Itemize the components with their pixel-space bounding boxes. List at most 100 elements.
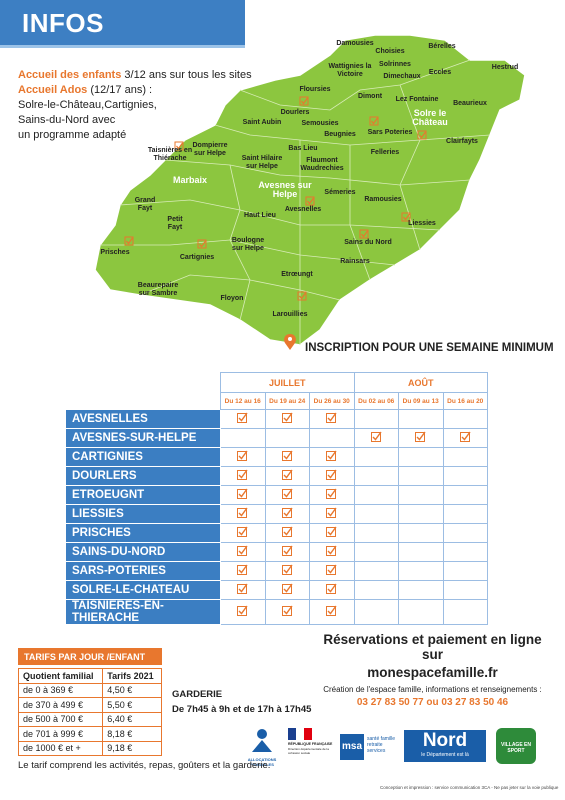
check-mark <box>281 467 293 484</box>
blank-cell <box>66 373 221 393</box>
tarifs-row: de 1000 € et +9,18 € <box>17 740 162 756</box>
intro-text: (12/17 ans) : <box>90 84 153 96</box>
check-mark <box>281 581 293 598</box>
site-row: LIESSIES <box>65 504 488 524</box>
map-place: Bas Lieu <box>288 145 318 152</box>
check-mark <box>237 467 248 484</box>
check-mark <box>326 467 337 484</box>
reservation-site[interactable]: monespacefamille.fr <box>367 665 498 680</box>
week-cell <box>220 561 266 581</box>
tarif-price: 5,50 € <box>102 697 162 713</box>
check-mark <box>237 603 248 620</box>
commune-borders <box>100 59 491 345</box>
site-name: AVESNES-SUR-HELPE <box>65 428 221 448</box>
week-cell <box>264 580 310 600</box>
week-cell <box>309 561 355 581</box>
map-checkbox <box>305 196 315 206</box>
inscription-note: INSCRIPTION POUR UNE SEMAINE MINIMUM <box>305 342 554 354</box>
check-mark <box>370 429 382 446</box>
week-header: Du 19 au 24 <box>264 392 310 410</box>
map-place: Ramousies <box>364 196 402 203</box>
map-place: Larouillies <box>272 311 308 318</box>
week-cell <box>353 485 399 505</box>
week-cell <box>220 580 266 600</box>
map-checkbox <box>401 212 411 222</box>
map-checkbox <box>124 236 134 246</box>
intro-text: 3/12 ans sur tous les sites <box>124 69 252 81</box>
map-place: Prisches <box>100 249 130 256</box>
map-region: Marbaix <box>172 175 207 185</box>
republique-logo: RÉPUBLIQUE FRANÇAISE Direction départeme… <box>288 728 334 766</box>
tarif-quotient: de 0 à 369 € <box>17 682 104 698</box>
map-place: Felleries <box>370 149 400 156</box>
map-place: Haut Lieu <box>244 212 276 219</box>
week-cell <box>442 561 488 581</box>
map-place: Rainsars <box>340 258 370 265</box>
map-place: Clairfayts <box>446 138 478 145</box>
map-place: Boulogne sur Helpe <box>231 237 265 252</box>
site-row: AVESNES-SUR-HELPE <box>65 428 488 448</box>
garderie-title: GARDERIE <box>172 689 223 700</box>
intro-label: Accueil des enfants <box>18 69 122 81</box>
check-mark <box>237 543 248 560</box>
week-cell <box>220 428 266 448</box>
check-mark <box>237 581 248 598</box>
check-mark <box>281 486 293 503</box>
check-mark <box>281 543 293 560</box>
map-place: Damousies <box>336 40 374 47</box>
intro-label: Accueil Ados <box>18 84 88 96</box>
week-header: Du 02 au 06 <box>353 392 399 410</box>
check-mark <box>326 448 337 465</box>
week-cell <box>309 599 355 625</box>
check-mark <box>237 562 248 579</box>
tarif-note: Le tarif comprend les activités, repas, … <box>18 760 271 771</box>
tarif-price: 9,18 € <box>102 740 162 756</box>
week-cell <box>220 504 266 524</box>
week-cell <box>398 428 444 448</box>
week-cell <box>264 447 310 467</box>
week-cell <box>353 504 399 524</box>
site-row: SAINS-DU-NORD <box>65 542 488 562</box>
tarifs-column-header: Tarifs 2021 <box>102 668 162 684</box>
week-cell <box>398 447 444 467</box>
week-cell <box>398 561 444 581</box>
week-cell <box>442 466 488 486</box>
check-mark <box>326 603 337 620</box>
site-row: TAISNIERES-EN-THIERACHE <box>65 599 488 625</box>
map-place: Etrœungt <box>281 271 313 278</box>
week-cell <box>398 409 444 429</box>
map-place: Petit Fayt <box>167 216 183 231</box>
site-row: PRISCHES <box>65 523 488 543</box>
msa-logo: msa <box>340 734 364 760</box>
week-cell <box>398 542 444 562</box>
map <box>94 34 526 350</box>
map-place: Semousies <box>301 120 339 127</box>
week-cell <box>309 447 355 467</box>
week-row: Du 12 au 16 Du 19 au 24 Du 26 au 30 Du 02 a… <box>66 392 488 410</box>
week-header: Du 09 au 13 <box>398 392 444 410</box>
week-cell <box>220 409 266 429</box>
map-place: Choisies <box>375 48 405 55</box>
map-place: Dimont <box>357 93 383 100</box>
month-row: JUILLET AOÛT <box>66 372 488 393</box>
week-cell <box>442 542 488 562</box>
site-name: DOURLERS <box>65 466 221 486</box>
map-place: Cartignies <box>179 254 215 261</box>
tarifs-row: de 0 à 369 €4,50 € <box>17 682 162 698</box>
schedule-table: JUILLET AOÛT Du 12 au 16 Du 19 au 24 Du 26 a… <box>65 372 488 625</box>
map-place: Sémeries <box>324 189 356 196</box>
tarifs-row: de 500 à 700 €6,40 € <box>17 711 162 727</box>
check-mark <box>281 448 293 465</box>
check-mark <box>281 524 293 541</box>
week-cell <box>309 523 355 543</box>
week-cell <box>398 485 444 505</box>
check-mark <box>281 562 293 579</box>
check-mark <box>281 410 293 427</box>
tarifs: TARIFS PAR JOUR /ENFANT Quotient familia… <box>17 648 162 756</box>
footer: Conception et impression : service commu… <box>380 785 559 790</box>
week-cell <box>264 409 310 429</box>
week-cell <box>442 447 488 467</box>
check-mark <box>326 486 337 503</box>
map-place: Solrinnes <box>379 61 411 68</box>
check-mark <box>326 524 337 541</box>
